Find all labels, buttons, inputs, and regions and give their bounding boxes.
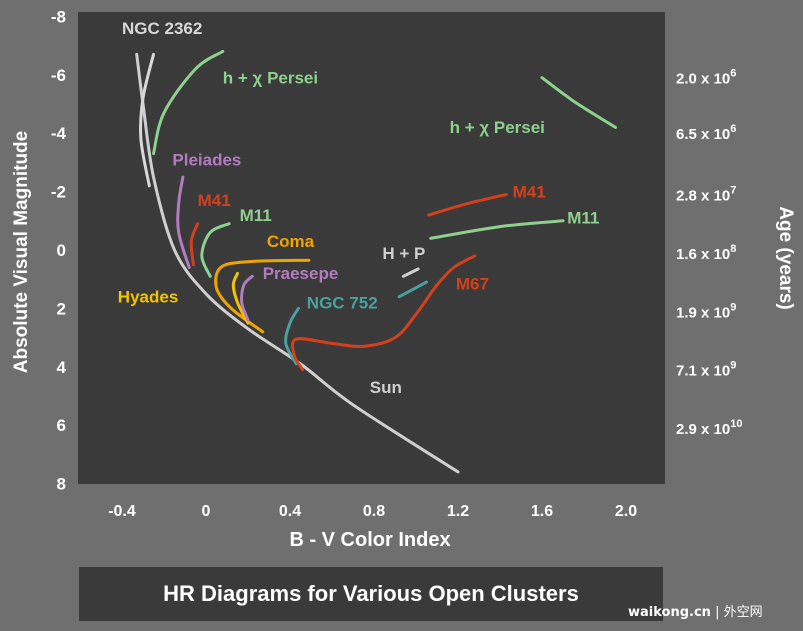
series-label: NGC 752 [307, 293, 378, 312]
watermark-site: 外空网 [723, 605, 763, 620]
age-tick-label: 2.9 x 1010 [676, 418, 742, 438]
series-label: M41 [198, 191, 231, 210]
age-tick-labels: 2.0 x 106 6.5 x 106 2.8 x 107 1.6 x 108 1.9 … [676, 68, 742, 438]
series-line-m41 [189, 222, 200, 267]
series-label: Sun [370, 378, 402, 397]
age-tick-label: 7.1 x 109 [676, 360, 736, 380]
x-tick-label: 1.2 [447, 503, 469, 520]
age-tick-label: 1.9 x 109 [676, 301, 736, 321]
x-tick-labels: -0.4 0 0.4 0.8 1.2 1.6 2.0 [108, 503, 637, 520]
series-label: NGC 2362 [122, 19, 202, 38]
series-line-m41-giants [427, 193, 508, 217]
series-line-m11 [200, 222, 231, 278]
y-tick-label: -2 [51, 183, 66, 202]
y-tick-label: 4 [57, 358, 67, 377]
hr-diagram-chart: -8 -6 -4 -2 0 2 4 6 8 -0.4 0 0.4 0.8 1.2 1.6 2.0 2.0 x… [11, 7, 796, 551]
x-tick-label: 1.6 [531, 503, 553, 520]
series-label: H + P [382, 244, 425, 263]
age-tick-label: 1.6 x 108 [676, 243, 736, 263]
watermark-domain: waikong.cn [628, 605, 711, 620]
x-tick-label: -0.4 [108, 503, 136, 520]
y-tick-label: 0 [57, 241, 66, 260]
series-label: M11 [240, 206, 272, 225]
plot-area [78, 12, 665, 484]
y-tick-label: 2 [57, 299, 66, 318]
series-line-m67 [290, 254, 477, 372]
series-line-hyades [231, 271, 250, 325]
series-label: h + χ Persei [223, 69, 318, 88]
y-tick-label: 6 [57, 416, 66, 435]
series-label: h + χ Persei [450, 118, 545, 137]
y-tick-labels: -8 -6 -4 -2 0 2 4 6 8 [51, 7, 67, 493]
age-axis-label: Age (years) [775, 206, 796, 310]
series-label: Coma [267, 232, 315, 251]
series-line-m11-giants [429, 219, 565, 240]
watermark: waikong.cn | 外空网 [628, 601, 763, 620]
series-line-ngc-752-giants [397, 280, 428, 299]
y-tick-label: 8 [57, 475, 66, 494]
y-axis-label: Absolute Visual Magnitude [11, 131, 32, 373]
age-tick-label: 2.0 x 106 [676, 68, 736, 88]
age-tick-label: 6.5 x 106 [676, 123, 736, 143]
x-tick-label: 0 [202, 503, 211, 520]
series-label: Praesepe [263, 264, 339, 283]
series-line-ngc-2362 [138, 52, 155, 188]
x-tick-label: 2.0 [615, 503, 637, 520]
x-tick-label: 0.4 [279, 503, 301, 520]
series-line-coma [214, 258, 311, 334]
y-tick-label: -6 [51, 66, 66, 85]
series-label: Hyades [118, 288, 178, 307]
series-label: M11 [567, 209, 599, 228]
series-line-h-persei [152, 49, 225, 156]
series-line-praesepe [239, 274, 254, 322]
y-tick-label: -8 [51, 7, 66, 26]
series-label: M41 [513, 182, 546, 201]
series-line-pleiades [176, 175, 191, 269]
series-line-sun [135, 52, 460, 474]
series-label: M67 [456, 274, 489, 293]
series-line-ngc-752 [284, 306, 300, 366]
chart-title: HR Diagrams for Various Open Clusters [79, 567, 663, 621]
x-axis-label: B - V Color Index [289, 529, 450, 551]
x-tick-label: 0.8 [363, 503, 385, 520]
series-line-h-p [401, 267, 420, 278]
watermark-separator: | [715, 605, 720, 620]
cluster-curves [135, 49, 617, 474]
y-tick-label: -4 [51, 124, 67, 143]
series-label: Pleiades [172, 150, 241, 169]
cluster-labels: Sun NGC 2362 h + χ Persei h + χ Persei Pleia… [118, 19, 600, 397]
series-line-h-persei-giants [540, 76, 617, 129]
age-tick-label: 2.8 x 107 [676, 185, 736, 205]
